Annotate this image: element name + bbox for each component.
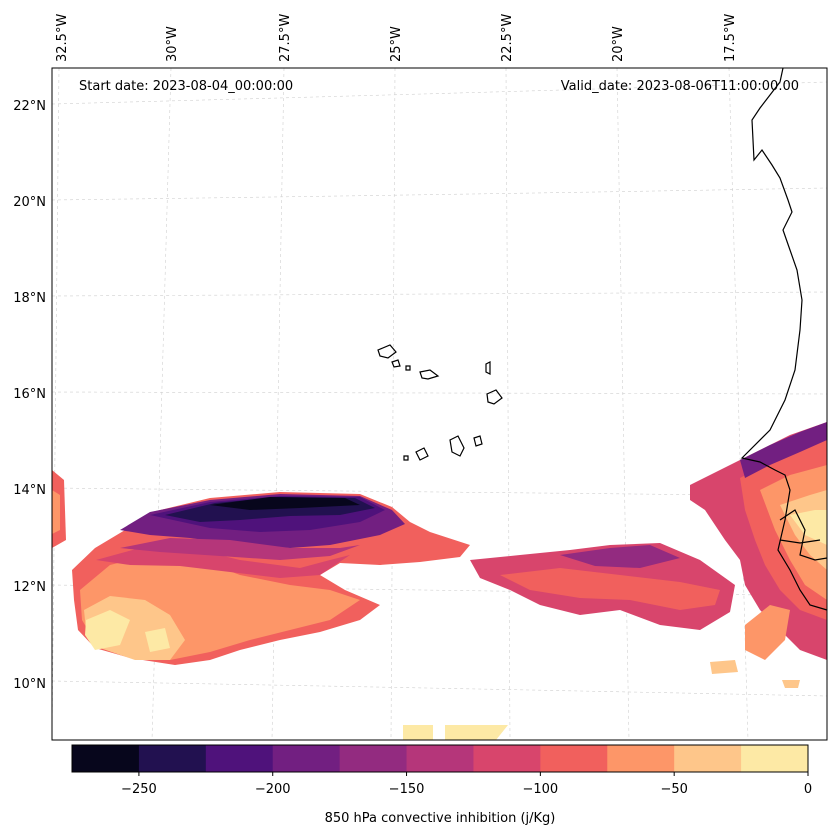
africa-coastline xyxy=(740,67,828,611)
cape-verde-1 xyxy=(377,344,397,359)
latitude-labels: 22°N 20°N 18°N 16°N 14°N 12°N 10°N xyxy=(13,99,46,692)
colorbar-segment xyxy=(406,745,474,772)
colorbar-tick-label: −150 xyxy=(389,782,425,797)
cape-verde-4 xyxy=(485,361,491,375)
colorbar-segment xyxy=(339,745,408,772)
lon-label: 30°W xyxy=(165,26,180,62)
lat-label: 12°N xyxy=(13,580,46,595)
cape-verde-6 xyxy=(449,435,465,457)
lat-label: 16°N xyxy=(13,387,46,402)
contour-south-patch-2 xyxy=(445,725,508,740)
cape-verde-7 xyxy=(473,435,483,447)
contour-small-east-2 xyxy=(745,605,790,660)
colorbar-segment xyxy=(72,745,140,772)
contour-east-dark-edge xyxy=(740,422,827,478)
colorbar-frame xyxy=(71,744,809,773)
lon-label: 20°W xyxy=(611,26,626,62)
contour-small-east-1 xyxy=(710,660,738,674)
cape-verde-9 xyxy=(403,455,409,461)
colorbar-ticks: −250 −200 −150 −100 −50 0 xyxy=(121,772,812,797)
colorbar-segment xyxy=(272,745,341,772)
cape-verde-5 xyxy=(486,389,503,405)
lon-label: 27.5°W xyxy=(278,14,293,62)
valid-date-annotation: Valid_date: 2023-08-06T11:00:00.00 xyxy=(561,79,799,94)
lat-label: 14°N xyxy=(13,483,46,498)
cape-verde-10 xyxy=(405,365,411,371)
coastlines xyxy=(377,67,828,611)
contour-west-lightest xyxy=(85,610,130,650)
cape-verde-2 xyxy=(391,359,401,368)
lat-label: 22°N xyxy=(13,99,46,114)
colorbar-segment xyxy=(741,745,809,772)
cin-contours xyxy=(52,422,827,740)
contour-west-inner-4 xyxy=(210,497,360,510)
lat-label: 20°N xyxy=(13,195,46,210)
contour-central-top xyxy=(560,545,680,568)
cape-verde-8 xyxy=(415,447,429,461)
colorbar-segment xyxy=(205,745,274,772)
cape-verde-3 xyxy=(419,369,440,380)
colorbar-tick-label: −250 xyxy=(121,782,157,797)
contour-west-edge-inner xyxy=(52,490,60,534)
lat-label: 18°N xyxy=(13,291,46,306)
contour-west-band-b xyxy=(120,538,360,560)
lat-label: 10°N xyxy=(13,677,46,692)
lon-label: 22.5°W xyxy=(500,14,515,62)
colorbar-segment xyxy=(138,745,207,772)
contour-west-lightest-2 xyxy=(145,628,170,652)
contour-south-patch xyxy=(403,725,433,740)
colorbar-segment xyxy=(607,745,675,772)
gambia-river xyxy=(779,539,821,544)
start-date-annotation: Start date: 2023-08-04_00:00:00 xyxy=(79,79,293,94)
colorbar-tick-label: −100 xyxy=(523,782,559,797)
lon-label: 32.5°W xyxy=(55,14,70,62)
colorbar-tick-label: −50 xyxy=(660,782,687,797)
colorbar xyxy=(72,745,809,772)
colorbar-segment xyxy=(674,745,742,772)
colorbar-label: 850 hPa convective inhibition (j/Kg) xyxy=(325,811,556,826)
lon-label: 25°W xyxy=(389,26,404,62)
colorbar-tick-label: −200 xyxy=(255,782,291,797)
map-frame xyxy=(51,67,828,741)
lon-label: 17.5°W xyxy=(723,14,738,62)
colorbar-segment xyxy=(473,745,541,772)
longitude-labels: 32.5°W 30°W 27.5°W 25°W 22.5°W 20°W 17.5… xyxy=(55,14,738,62)
contour-small-east-3 xyxy=(782,680,800,688)
contour-central-inner xyxy=(500,568,720,610)
colorbar-segment xyxy=(540,745,608,772)
colorbar-tick-label: 0 xyxy=(804,782,812,797)
contour-west-band-a xyxy=(96,548,350,578)
